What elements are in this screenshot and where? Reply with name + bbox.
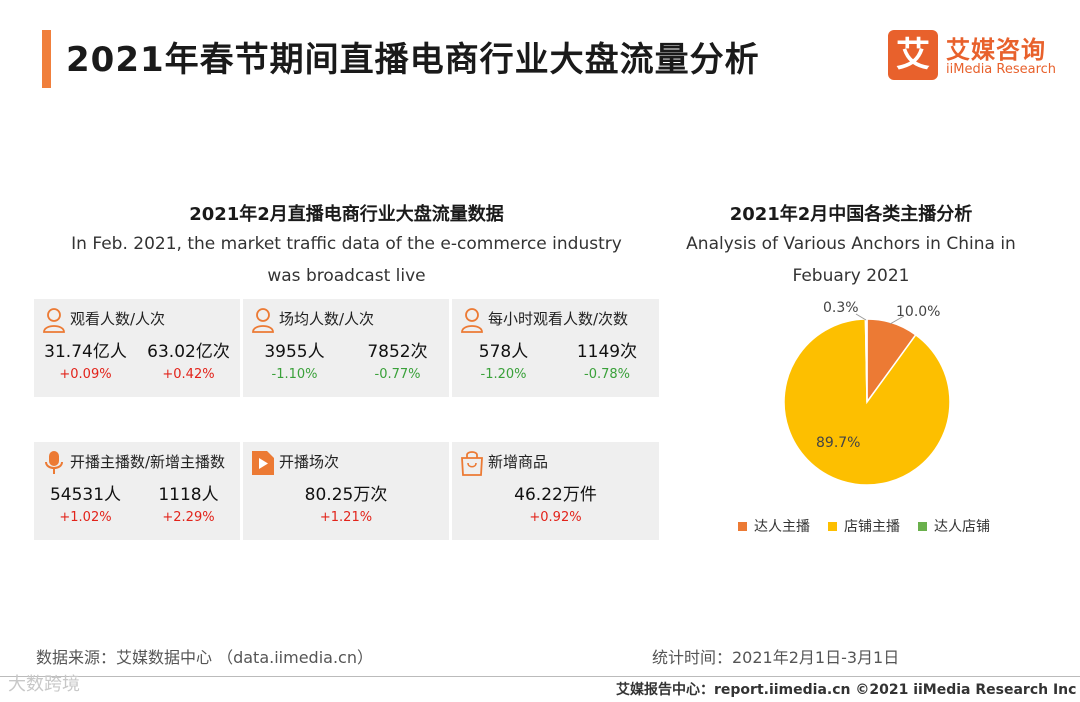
- legend-label: 达人店铺: [934, 519, 990, 535]
- card-avg-viewers: 场均人数/人次 3955人 7852次 -1.10% -0.77%: [243, 299, 449, 397]
- pie-chart: 0.3% 10.0% 89.7%: [690, 290, 1010, 510]
- shopping-bag-icon: [461, 451, 483, 476]
- card-change: -1.20%: [480, 367, 527, 382]
- person-icon: [43, 308, 65, 333]
- chart-subtitle-line1: Analysis of Various Anchors in China in: [686, 234, 1016, 254]
- card-change: +0.09%: [59, 367, 112, 382]
- card-anchors: 开播主播数/新增主播数 54531人 1118人 +1.02% +2.29%: [34, 442, 240, 540]
- person-icon: [461, 308, 483, 333]
- stat-period: 统计时间：2021年2月1日-3月1日: [652, 648, 900, 667]
- card-change: +1.02%: [59, 510, 112, 525]
- left-section-title: 2021年2月直播电商行业大盘流量数据: [189, 204, 504, 225]
- card-value: 3955人: [264, 342, 325, 362]
- person-icon: [252, 308, 274, 333]
- card-value: 1118人: [158, 485, 219, 505]
- watermark: 大数跨境: [8, 674, 80, 695]
- card-label: 场均人数/人次: [279, 310, 375, 328]
- card-value: 46.22万件: [514, 485, 597, 505]
- card-label: 开播主播数/新增主播数: [70, 453, 226, 471]
- logo-mark: 艾: [888, 30, 938, 80]
- logo-cn-text: 艾媒咨询: [946, 36, 1046, 64]
- legend-item: 店铺主播: [828, 516, 900, 536]
- legend-swatch: [828, 521, 837, 531]
- card-label: 每小时观看人数/次数: [488, 310, 629, 328]
- pie-label-shop-anchor: 89.7%: [816, 435, 861, 451]
- card-change: +0.92%: [529, 510, 582, 525]
- card-value: 1149次: [576, 342, 638, 362]
- left-section-subtitle: In Feb. 2021, the market traffic data of…: [34, 228, 659, 292]
- pie-leader-line: [889, 315, 905, 325]
- data-source: 数据来源：艾媒数据中心 （data.iimedia.cn）: [36, 648, 373, 667]
- legend-item: 达人主播: [738, 516, 810, 536]
- pie-label-talent-anchor: 10.0%: [896, 304, 941, 320]
- chart-subtitle: Analysis of Various Anchors in China in …: [672, 228, 1030, 292]
- pie-slice-talent-shop: [864, 318, 868, 403]
- card-change: +1.21%: [319, 510, 373, 525]
- card-change: +2.29%: [162, 510, 215, 525]
- legend-item: 达人店铺: [918, 516, 990, 536]
- card-value: 578人: [478, 342, 529, 362]
- chart-title: 2021年2月中国各类主播分析: [729, 204, 973, 225]
- pie-leader-line: [855, 313, 867, 321]
- card-value: 63.02亿次: [147, 342, 230, 362]
- card-value: 54531人: [49, 485, 122, 505]
- pie-svg: [783, 313, 951, 486]
- chart-subtitle-line2: Febuary 2021: [792, 266, 910, 286]
- card-new-products: 新增商品 46.22万件 +0.92%: [452, 442, 659, 540]
- left-subtitle-line1: In Feb. 2021, the market traffic data of…: [71, 234, 622, 254]
- card-label: 观看人数/人次: [70, 310, 166, 328]
- legend-swatch: [918, 521, 927, 531]
- card-change: -1.10%: [271, 367, 318, 382]
- title-accent-bar: [42, 30, 51, 88]
- legend-label: 店铺主播: [844, 519, 900, 535]
- play-icon: [252, 451, 274, 475]
- page-title: 2021年春节期间直播电商行业大盘流量分析: [66, 40, 760, 80]
- card-viewers: 观看人数/人次 31.74亿人 63.02亿次 +0.09% +0.42%: [34, 299, 240, 397]
- card-hourly-viewers: 每小时观看人数/次数 578人 1149次 -1.20% -0.78%: [452, 299, 659, 397]
- pie-label-shop-anchor-rival: 0.3%: [823, 300, 859, 316]
- iimedia-logo: 艾 艾媒咨询 iiMedia Research: [888, 30, 1068, 82]
- logo-en-text: iiMedia Research: [946, 62, 1057, 77]
- report-center-link: 艾媒报告中心：report.iimedia.cn ©2021 iiMedia R…: [616, 682, 1077, 698]
- chart-legend: 达人主播 店铺主播 达人店铺: [738, 516, 990, 536]
- footer-divider: [0, 676, 1080, 677]
- card-value: 7852次: [367, 342, 428, 362]
- card-sessions: 开播场次 80.25万次 +1.21%: [243, 442, 449, 540]
- card-label: 新增商品: [488, 453, 549, 471]
- card-change: +0.42%: [162, 367, 215, 382]
- card-value: 31.74亿人: [44, 342, 127, 362]
- card-value: 80.25万次: [304, 485, 388, 505]
- microphone-icon: [45, 451, 63, 474]
- card-label: 开播场次: [279, 453, 340, 471]
- legend-label: 达人主播: [754, 519, 810, 535]
- card-change: -0.78%: [584, 367, 630, 382]
- legend-swatch: [738, 521, 747, 531]
- card-change: -0.77%: [374, 367, 421, 382]
- left-subtitle-line2: was broadcast live: [267, 266, 426, 286]
